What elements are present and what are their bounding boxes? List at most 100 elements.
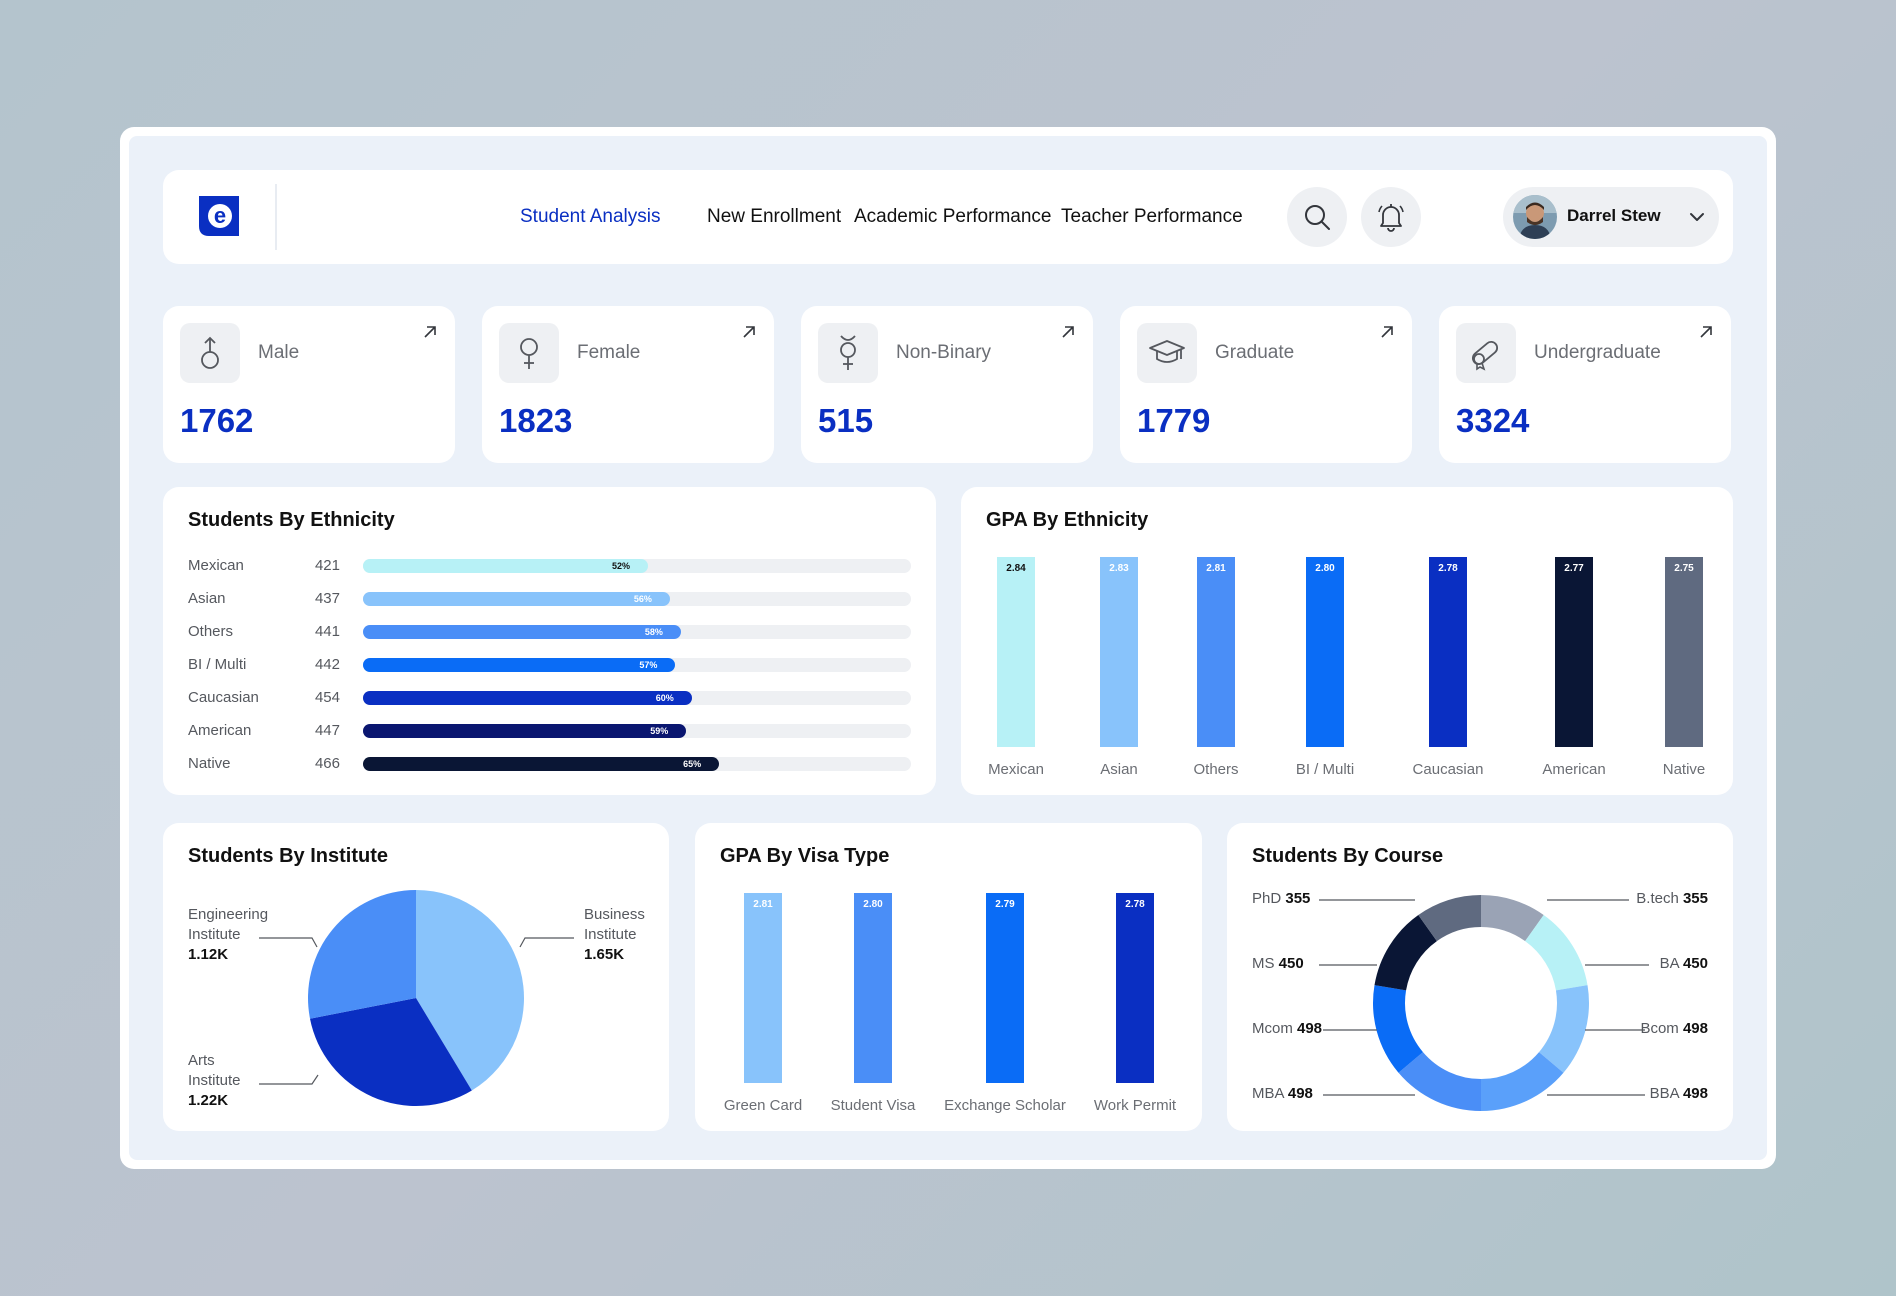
course-label-left: MS 450 — [1252, 955, 1304, 972]
course-label-right: B.tech 355 — [1636, 890, 1708, 907]
ethnicity-bar: 58% — [363, 625, 681, 639]
male-icon — [180, 323, 240, 383]
ethnicity-bar: 65% — [363, 757, 720, 771]
course-label-right: BA 450 — [1659, 955, 1708, 972]
ethnicity-bar: 52% — [363, 559, 648, 573]
bar-value-label: 2.80 — [1315, 563, 1335, 574]
donut-segment[interactable] — [1539, 985, 1589, 1073]
gpa-ethnicity-bar: 2.77 — [1555, 557, 1593, 747]
pie-label-business: Business Institute 1.65K — [584, 906, 645, 963]
ethnicity-bar-label: 56% — [633, 594, 652, 604]
x-axis-label: Green Card — [723, 1097, 803, 1114]
diploma-icon — [1456, 323, 1516, 383]
pie-slice[interactable] — [308, 890, 416, 1019]
stat-label: Graduate — [1215, 342, 1295, 363]
non-binary-icon — [818, 323, 878, 383]
ethnicity-count: 447 — [314, 722, 340, 739]
gpa-ethnicity-bar: 2.78 — [1429, 557, 1467, 747]
female-icon — [499, 323, 559, 383]
bar-value-label: 2.81 — [1206, 563, 1226, 574]
ethnicity-bar-label: 60% — [655, 693, 674, 703]
x-axis-label: American — [1542, 761, 1606, 778]
gpa-ethnicity-bar: 2.75 — [1665, 557, 1703, 747]
stat-card-non-binary[interactable]: Non-Binary 515 — [801, 306, 1093, 463]
top-header: e Student Analysis New Enrollment Academ… — [163, 170, 1733, 264]
ethnicity-bar: 57% — [363, 658, 676, 672]
bar-value-label: 2.81 — [753, 899, 773, 910]
gpa-visa-bar: 2.81 — [744, 893, 782, 1083]
svg-text:e: e — [214, 203, 226, 228]
user-menu[interactable]: Darrel Stew — [1503, 187, 1719, 247]
gpa-by-visa-type-card: GPA By Visa Type 2.81 Green Card 2.80 Stude… — [695, 823, 1202, 1131]
x-axis-label: Asian — [1100, 761, 1138, 778]
pie-leader-line — [259, 1074, 319, 1085]
ethnicity-count: 421 — [314, 557, 340, 574]
nav-student-analysis[interactable]: Student Analysis — [520, 206, 661, 227]
students-by-ethnicity-card: Students By Ethnicity Mexican 421 52% Asian… — [163, 487, 936, 795]
bar-value-label: 2.83 — [1109, 563, 1129, 574]
ethnicity-label: Caucasian — [188, 689, 259, 706]
ethnicity-bar: 59% — [363, 724, 687, 738]
app-logo[interactable]: e — [195, 192, 243, 240]
ethnicity-label: Asian — [188, 590, 226, 607]
course-donut-chart — [1319, 895, 1649, 1111]
ethnicity-bar-label: 57% — [639, 660, 658, 670]
stat-label: Male — [258, 342, 300, 363]
donut-segment[interactable] — [1418, 895, 1481, 942]
card-title: GPA By Ethnicity — [986, 509, 1149, 531]
bell-icon — [1378, 204, 1404, 232]
avatar — [1513, 195, 1557, 239]
nav-new-enrollment[interactable]: New Enrollment — [707, 206, 842, 227]
donut-segment[interactable] — [1525, 915, 1588, 991]
donut-segment[interactable] — [1398, 1052, 1481, 1111]
ethnicity-label: Native — [188, 755, 231, 772]
stat-value: 515 — [818, 402, 874, 439]
ethnicity-count: 441 — [314, 623, 340, 640]
pie-leader-line — [519, 937, 574, 948]
user-name: Darrel Stew — [1567, 206, 1661, 225]
search-button[interactable] — [1287, 187, 1347, 247]
pie-slice[interactable] — [416, 890, 524, 1091]
ethnicity-bar-label: 52% — [611, 561, 630, 571]
stat-label: Female — [577, 342, 641, 363]
nav-teacher-performance[interactable]: Teacher Performance — [1061, 206, 1243, 227]
graduation-cap-icon — [1137, 323, 1197, 383]
ethnicity-count: 437 — [314, 590, 340, 607]
stat-card-graduate[interactable]: Graduate 1779 — [1120, 306, 1412, 463]
course-label-left: MBA 498 — [1252, 1085, 1313, 1102]
nav-academic-performance[interactable]: Academic Performance — [854, 206, 1052, 227]
arrow-up-right-icon[interactable] — [1060, 324, 1076, 340]
notifications-button[interactable] — [1361, 187, 1421, 247]
course-label-left: PhD 355 — [1252, 890, 1311, 907]
gpa-ethnicity-bar: 2.84 — [997, 557, 1035, 747]
pie-label-arts: Arts Institute 1.22K — [188, 1052, 241, 1109]
chevron-down-icon — [1690, 213, 1704, 221]
bar-value-label: 2.78 — [1438, 563, 1458, 574]
arrow-up-right-icon[interactable] — [741, 324, 757, 340]
donut-segment[interactable] — [1374, 915, 1437, 991]
dashboard: e Student Analysis New Enrollment Academ… — [129, 136, 1767, 1160]
ethnicity-bar-track: 52% — [363, 559, 911, 573]
arrow-up-right-icon[interactable] — [422, 324, 438, 340]
card-title: GPA By Visa Type — [720, 845, 890, 867]
search-icon — [1305, 205, 1330, 230]
arrow-up-right-icon[interactable] — [1379, 324, 1395, 340]
gpa-ethnicity-bar: 2.80 — [1306, 557, 1344, 747]
donut-segment[interactable] — [1481, 1052, 1564, 1111]
bar-value-label: 2.77 — [1564, 563, 1584, 574]
x-axis-label: Student Visa — [830, 1097, 916, 1114]
ethnicity-bar-label: 59% — [650, 726, 669, 736]
pie-slice[interactable] — [310, 998, 472, 1106]
institute-pie-chart — [259, 890, 574, 1106]
stat-card-undergraduate[interactable]: Undergraduate 3324 — [1439, 306, 1731, 463]
donut-segment[interactable] — [1481, 895, 1544, 942]
ethnicity-bar-track: 65% — [363, 757, 911, 771]
arrow-up-right-icon[interactable] — [1698, 324, 1714, 340]
gpa-visa-bar: 2.80 — [854, 893, 892, 1083]
x-axis-label: Mexican — [988, 761, 1044, 778]
stat-card-male[interactable]: Male 1762 — [163, 306, 455, 463]
ethnicity-label: Others — [188, 623, 234, 640]
donut-segment[interactable] — [1373, 985, 1423, 1073]
header-divider — [275, 184, 277, 250]
stat-card-female[interactable]: Female 1823 — [482, 306, 774, 463]
